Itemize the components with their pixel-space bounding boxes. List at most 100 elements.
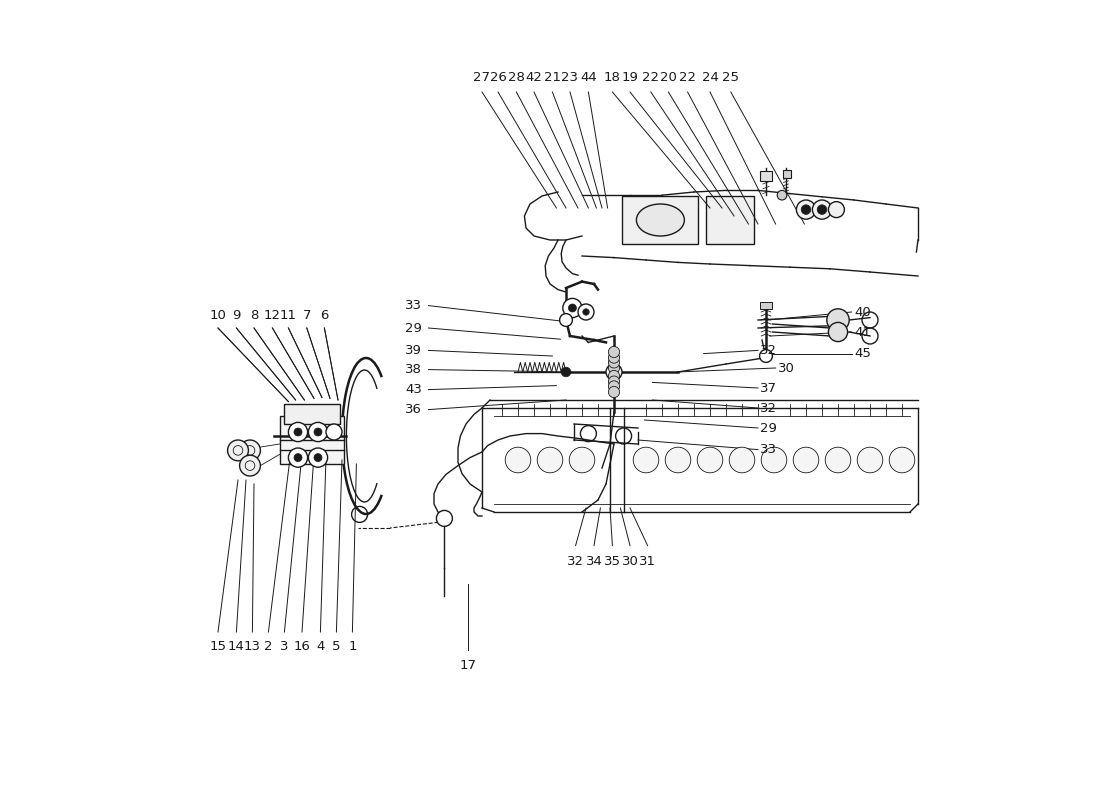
Text: 34: 34 (585, 555, 603, 568)
Circle shape (761, 447, 786, 473)
Text: 29: 29 (760, 422, 778, 434)
Text: 28: 28 (508, 71, 525, 84)
Circle shape (760, 350, 772, 362)
Circle shape (578, 304, 594, 320)
Text: 26: 26 (490, 71, 506, 84)
Text: 1: 1 (348, 640, 356, 653)
Circle shape (828, 202, 845, 218)
Circle shape (288, 448, 308, 467)
Circle shape (240, 440, 261, 461)
Bar (760, 302, 772, 309)
Circle shape (563, 298, 582, 318)
Circle shape (793, 447, 818, 473)
Circle shape (889, 447, 915, 473)
Circle shape (560, 314, 572, 326)
Text: 23: 23 (561, 71, 579, 84)
Circle shape (314, 428, 322, 436)
Circle shape (308, 422, 328, 442)
Bar (279, 416, 343, 464)
Text: 7: 7 (302, 309, 311, 322)
Text: 3: 3 (280, 640, 288, 653)
Circle shape (778, 190, 786, 200)
Circle shape (326, 424, 342, 440)
Text: 32: 32 (760, 344, 778, 357)
Text: 37: 37 (760, 382, 778, 394)
Text: 10: 10 (210, 309, 227, 322)
Text: 24: 24 (702, 71, 718, 84)
Bar (621, 196, 698, 244)
Circle shape (569, 304, 576, 312)
Circle shape (608, 370, 619, 382)
Circle shape (813, 200, 832, 219)
Circle shape (729, 447, 755, 473)
Bar (706, 196, 754, 244)
Text: 27: 27 (473, 71, 491, 84)
Circle shape (634, 447, 659, 473)
Circle shape (796, 200, 815, 219)
Circle shape (606, 364, 621, 380)
Circle shape (308, 448, 328, 467)
Circle shape (505, 447, 531, 473)
Text: 35: 35 (604, 555, 620, 568)
Circle shape (697, 447, 723, 473)
Circle shape (561, 367, 571, 377)
Text: 11: 11 (279, 309, 297, 322)
Ellipse shape (637, 204, 684, 236)
Text: 30: 30 (778, 362, 795, 374)
Circle shape (801, 205, 811, 214)
Text: 30: 30 (621, 555, 638, 568)
Circle shape (608, 362, 619, 374)
Text: 44: 44 (580, 71, 597, 84)
Bar (760, 171, 772, 181)
Text: 17: 17 (460, 659, 477, 672)
Circle shape (827, 309, 849, 331)
Circle shape (608, 357, 619, 368)
Circle shape (608, 376, 619, 387)
Text: 33: 33 (760, 443, 778, 456)
Text: 41: 41 (854, 326, 871, 338)
Circle shape (583, 309, 590, 315)
Text: 20: 20 (660, 71, 676, 84)
Text: 16: 16 (294, 640, 310, 653)
Circle shape (294, 454, 302, 462)
Text: 14: 14 (228, 640, 245, 653)
Text: 21: 21 (543, 71, 561, 84)
Circle shape (608, 352, 619, 363)
Circle shape (666, 447, 691, 473)
Circle shape (288, 422, 308, 442)
Text: 12: 12 (264, 309, 280, 322)
Circle shape (857, 447, 883, 473)
Text: 8: 8 (250, 309, 258, 322)
Circle shape (228, 440, 249, 461)
Text: 6: 6 (320, 309, 329, 322)
Text: 31: 31 (639, 555, 656, 568)
Text: 29: 29 (405, 322, 422, 334)
Text: 33: 33 (405, 299, 422, 312)
Circle shape (825, 447, 850, 473)
Circle shape (608, 386, 619, 398)
Text: 43: 43 (405, 383, 422, 396)
Text: 2: 2 (264, 640, 273, 653)
Text: 40: 40 (854, 306, 871, 318)
Bar (783, 170, 791, 178)
Circle shape (294, 428, 302, 436)
Circle shape (610, 369, 617, 375)
Text: 15: 15 (209, 640, 227, 653)
Text: 9: 9 (232, 309, 241, 322)
Circle shape (437, 510, 452, 526)
Text: 22: 22 (642, 71, 659, 84)
Text: 4: 4 (316, 640, 324, 653)
Text: 36: 36 (405, 403, 422, 416)
Circle shape (240, 455, 261, 476)
Text: 25: 25 (723, 71, 739, 84)
Circle shape (817, 205, 827, 214)
Text: 39: 39 (405, 344, 422, 357)
Circle shape (537, 447, 563, 473)
Circle shape (608, 346, 619, 358)
Text: 22: 22 (679, 71, 696, 84)
Text: 13: 13 (244, 640, 261, 653)
Circle shape (314, 454, 322, 462)
Text: 32: 32 (760, 402, 778, 414)
Text: 38: 38 (405, 363, 422, 376)
Text: 42: 42 (526, 71, 542, 84)
